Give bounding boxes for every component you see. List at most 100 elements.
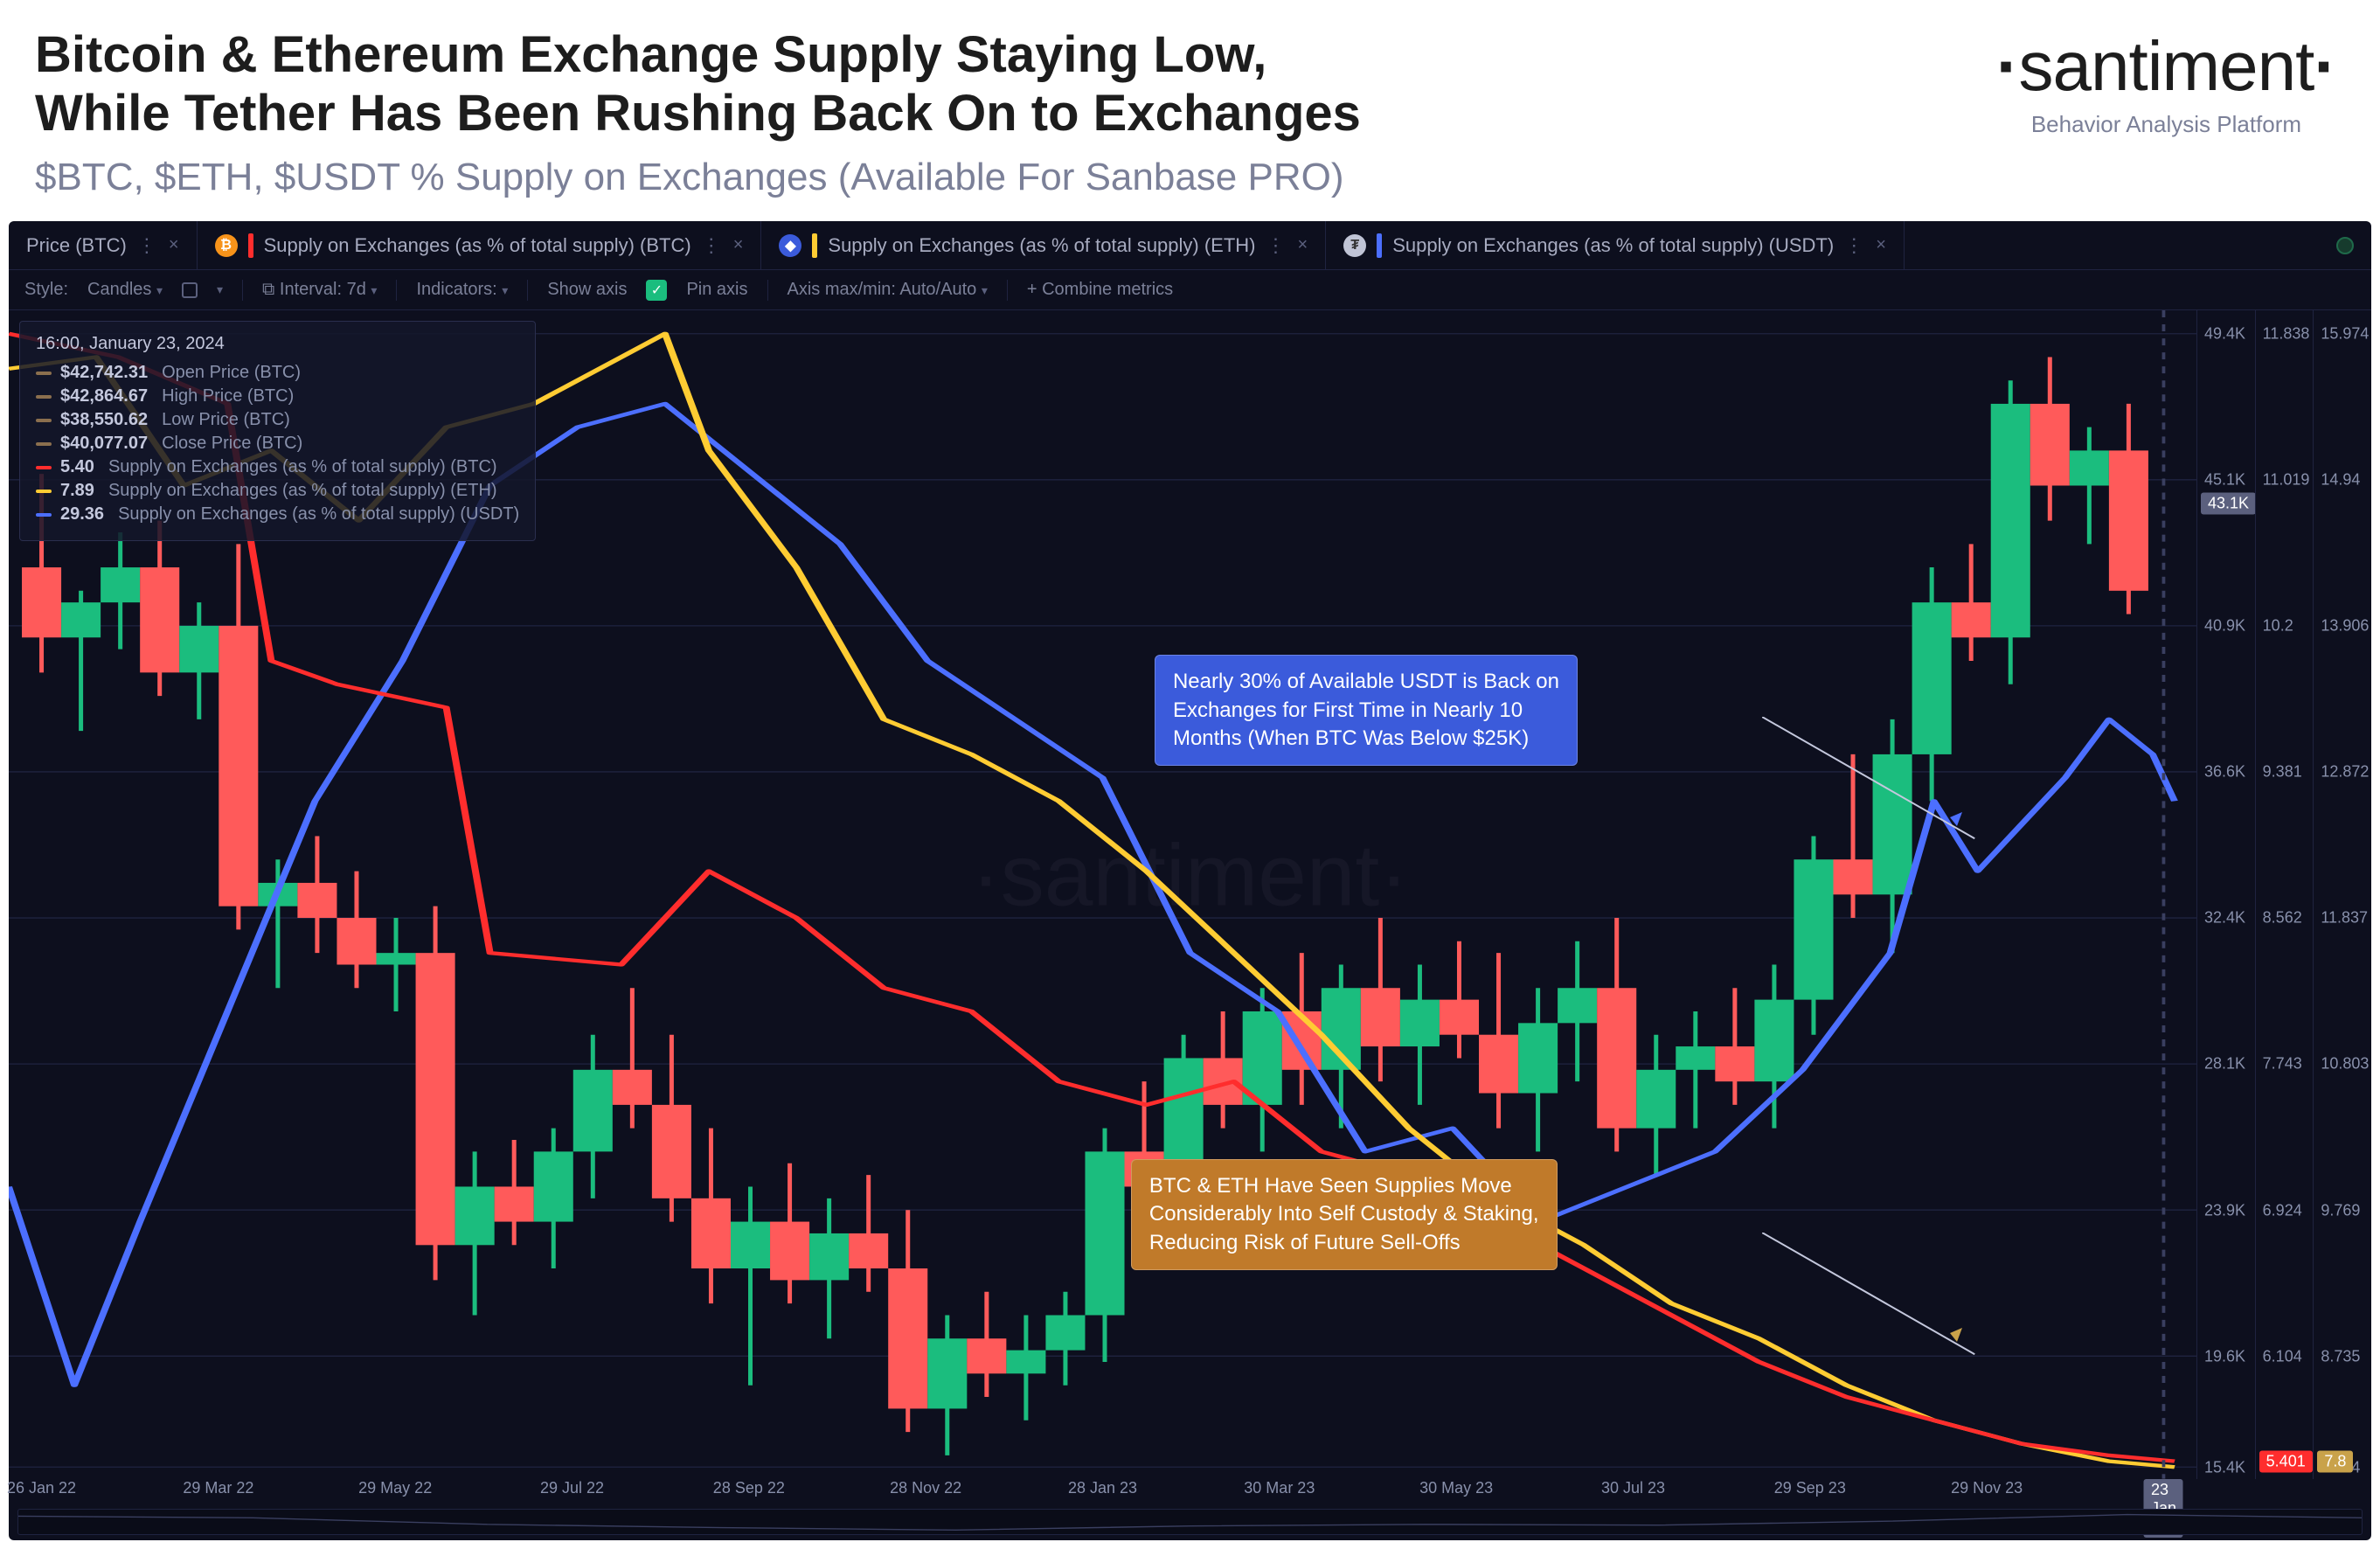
swatch-yellow [812, 233, 817, 258]
y-tick: 11.837 [2321, 909, 2368, 927]
page-title: Bitcoin & Ethereum Exchange Supply Stayi… [35, 26, 1961, 142]
metric-tabs: Price (BTC) ⋮ × ₿ Supply on Exchanges (a… [9, 221, 2371, 270]
title-line1: Bitcoin & Ethereum Exchange Supply Stayi… [35, 26, 1266, 83]
y-tick: 11.019 [2263, 471, 2310, 490]
y-tick: 10.2 [2263, 617, 2293, 636]
style-box-icon[interactable] [182, 282, 198, 298]
usdt-icon: ₮ [1343, 234, 1366, 257]
y-tick: 8.562 [2263, 909, 2302, 927]
ohlc-tooltip: 16:00, January 23, 2024 $42,742.31Open P… [19, 321, 536, 541]
eth-icon: ◆ [779, 234, 801, 257]
status-led-icon[interactable] [2336, 237, 2354, 254]
chart-panel: Price (BTC) ⋮ × ₿ Supply on Exchanges (a… [9, 221, 2371, 1540]
show-axis-checkbox[interactable]: ✓ [646, 280, 667, 301]
chart-toolbar: Style: Candles ▾ ▾ ⧉ Interval: 7d ▾ Indi… [9, 270, 2371, 310]
tab-close-icon[interactable]: × [733, 235, 744, 255]
page-subtitle: $BTC, $ETH, $USDT % Supply on Exchanges … [35, 156, 1961, 199]
tab-menu-icon[interactable]: ⋮ [702, 234, 723, 257]
tab-price-btc[interactable]: Price (BTC) ⋮ × [9, 221, 198, 269]
y-tick: 6.924 [2263, 1201, 2302, 1219]
x-tick: 28 Jan 23 [1068, 1479, 1137, 1497]
tab-label: Price (BTC) [26, 234, 127, 257]
x-tick: 29 May 22 [358, 1479, 432, 1497]
y-tick: 28.1K [2204, 1055, 2245, 1073]
y-tick: 6.104 [2263, 1347, 2302, 1365]
x-tick: 30 Jul 23 [1601, 1479, 1665, 1497]
ohlc-row: 7.89Supply on Exchanges (as % of total s… [36, 481, 519, 501]
tab-close-icon[interactable]: × [169, 235, 179, 255]
tab-supply-eth[interactable]: ◆ Supply on Exchanges (as % of total sup… [761, 221, 1326, 269]
y-badge: 5.401 [2259, 1450, 2313, 1472]
x-tick: 29 Nov 23 [1951, 1479, 2023, 1497]
header: Bitcoin & Ethereum Exchange Supply Stayi… [0, 0, 2380, 212]
y-tick: 14.94 [2321, 471, 2360, 490]
y-tick: 15.974 [2321, 325, 2369, 344]
ohlc-row: 29.36Supply on Exchanges (as % of total … [36, 504, 519, 524]
y-axis-eth[interactable]: 15.97414.9413.90612.87211.83710.8039.769… [2313, 310, 2371, 1479]
show-axis-toggle[interactable]: Show axis [547, 280, 627, 300]
tab-label: Supply on Exchanges (as % of total suppl… [828, 234, 1255, 257]
x-tick: 29 Mar 22 [183, 1479, 253, 1497]
tab-supply-usdt[interactable]: ₮ Supply on Exchanges (as % of total sup… [1326, 221, 1905, 269]
style-select[interactable]: Candles ▾ [87, 280, 163, 300]
ohlc-row: $42,742.31Open Price (BTC) [36, 363, 519, 383]
interval-control[interactable]: ⧉ Interval: 7d ▾ [262, 280, 377, 300]
y-tick: 15.4K [2204, 1458, 2245, 1476]
y-tick: 19.6K [2204, 1347, 2245, 1365]
ohlc-row: $38,550.62Low Price (BTC) [36, 410, 519, 430]
y-axes: 49.4K 45.1K 40.9K 36.6K 32.4K 28.1K 23.9K 19.6K… [2196, 310, 2371, 1479]
y-tick: 32.4K [2204, 909, 2245, 927]
x-axis[interactable]: 26 Jan 2229 Mar 2229 May 2229 Jul 2228 S… [9, 1479, 2196, 1505]
y-tick: 45.1K [2204, 471, 2245, 490]
x-tick: 30 May 23 [1419, 1479, 1493, 1497]
annotation-usdt: Nearly 30% of Available USDT is Back on … [1155, 655, 1578, 766]
axis-minmax-button[interactable]: Axis max/min: Auto/Auto ▾ [788, 280, 988, 300]
x-tick: 28 Sep 22 [713, 1479, 785, 1497]
tab-close-icon[interactable]: × [1876, 235, 1886, 255]
tab-label: Supply on Exchanges (as % of total suppl… [1392, 234, 1834, 257]
y-badge: 7.8 [2317, 1450, 2353, 1472]
x-tick: 29 Sep 23 [1774, 1479, 1846, 1497]
style-label: Style: [24, 280, 68, 300]
overview-strip[interactable] [17, 1509, 2363, 1535]
y-axis-btc[interactable]: 11.838 11.019 10.2 9.381 8.562 7.743 6.924 6.10… [2255, 310, 2314, 1479]
ohlc-row: $40,077.07Close Price (BTC) [36, 434, 519, 454]
swatch-red [248, 233, 253, 258]
indicators-button[interactable]: Indicators: ▾ [416, 280, 508, 300]
x-tick: 30 Mar 23 [1244, 1479, 1315, 1497]
ohlc-datetime: 16:00, January 23, 2024 [36, 334, 519, 354]
tab-menu-icon[interactable]: ⋮ [1844, 234, 1865, 257]
y-tick: 36.6K [2204, 763, 2245, 781]
y-badge: 43.1K [2201, 492, 2256, 514]
y-tick: 40.9K [2204, 617, 2245, 636]
swatch-blue [1377, 233, 1382, 258]
tab-close-icon[interactable]: × [1298, 235, 1308, 255]
tab-supply-btc[interactable]: ₿ Supply on Exchanges (as % of total sup… [198, 221, 762, 269]
combine-metrics-button[interactable]: + Combine metrics [1027, 280, 1173, 300]
brand-tagline: Behavior Analysis Platform [1996, 111, 2336, 138]
x-tick: 29 Jul 22 [540, 1479, 604, 1497]
annotation-btceth: BTC & ETH Have Seen Supplies Move Consid… [1131, 1159, 1558, 1270]
y-tick: 49.4K [2204, 325, 2245, 344]
ohlc-row: 5.40Supply on Exchanges (as % of total s… [36, 457, 519, 477]
tab-label: Supply on Exchanges (as % of total suppl… [264, 234, 691, 257]
brand-name: santiment [2019, 27, 2314, 105]
y-tick: 13.906 [2321, 617, 2369, 636]
y-axis-price[interactable]: 49.4K 45.1K 40.9K 36.6K 32.4K 28.1K 23.9K 19.6K… [2196, 310, 2255, 1479]
y-tick: 7.743 [2263, 1055, 2302, 1073]
arrow-blue [1762, 717, 1998, 852]
pin-axis-toggle[interactable]: Pin axis [686, 280, 747, 300]
y-tick: 11.838 [2263, 325, 2310, 344]
tab-menu-icon[interactable]: ⋮ [1266, 234, 1287, 257]
ohlc-row: $42,864.67High Price (BTC) [36, 386, 519, 406]
y-tick: 9.381 [2263, 763, 2302, 781]
y-tick: 23.9K [2204, 1201, 2245, 1219]
x-tick: 28 Nov 22 [890, 1479, 961, 1497]
brand-logo: ·santiment· [1996, 26, 2336, 107]
tab-menu-icon[interactable]: ⋮ [137, 234, 158, 257]
chart-body[interactable]: ·santiment· 49.4K45.1K40.9K36.6K32.4K28.… [9, 310, 2371, 1540]
brand-block: ·santiment· Behavior Analysis Platform [1961, 26, 2336, 138]
btc-icon: ₿ [215, 234, 238, 257]
arrow-orange [1762, 1233, 1998, 1368]
y-tick: 10.803 [2321, 1055, 2369, 1073]
